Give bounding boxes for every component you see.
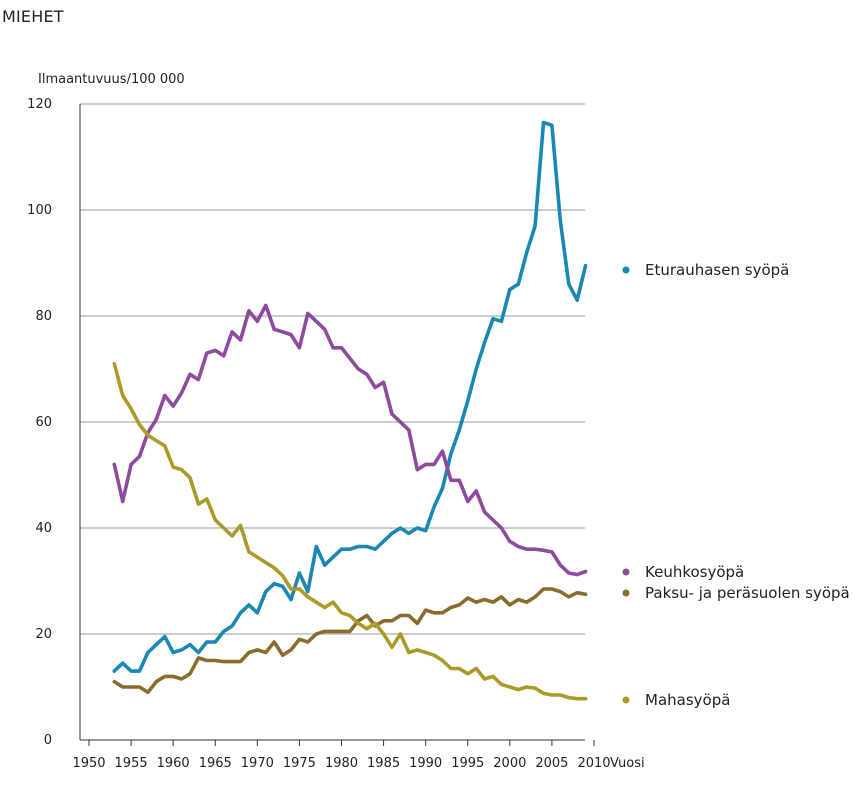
series-line-0 <box>112 120 588 673</box>
y-tick-label: 40 <box>35 521 52 536</box>
axes <box>79 104 595 746</box>
y-tick-label: 100 <box>27 203 52 218</box>
y-tick-label: 0 <box>44 733 52 748</box>
chart-title: MIEHET <box>2 7 64 26</box>
legend-label-3: Mahasyöpä <box>645 691 730 709</box>
y-tick-labels: 0 20 40 60 80 100 120 <box>27 97 52 748</box>
x-tick-label: 1965 <box>199 756 232 771</box>
x-tick-label: 1990 <box>409 756 442 771</box>
legend: Eturauhasen syöpä Keuhkosyöpä Paksu- ja pe… <box>622 261 850 709</box>
series-lines <box>112 120 588 701</box>
y-tick-label: 20 <box>35 627 52 642</box>
series-line-2 <box>112 587 588 695</box>
x-tick-label: 1975 <box>283 756 316 771</box>
legend-label-1: Keuhkosyöpä <box>645 563 744 581</box>
y-tick-label: 80 <box>35 309 52 324</box>
x-tick-label: 1980 <box>325 756 358 771</box>
legend-label-2: Paksu- ja peräsuolen syöpä <box>645 584 850 602</box>
series-line-3 <box>112 361 588 701</box>
y-axis-label: Ilmaantuvuus/100 000 <box>38 72 185 87</box>
x-axis-label: Vuosi <box>610 756 645 771</box>
y-tick-label: 60 <box>35 415 52 430</box>
x-tick-labels: 1950 1955 1960 1965 1970 1975 1980 1985 1990 1995… <box>72 756 610 771</box>
series-line-1 <box>112 303 588 577</box>
legend-label-0: Eturauhasen syöpä <box>645 261 789 279</box>
y-tick-label: 120 <box>27 97 52 112</box>
x-tick-label: 2010 <box>577 756 610 771</box>
legend-marker-1 <box>622 568 630 576</box>
grid-lines <box>80 103 585 635</box>
legend-marker-0 <box>622 266 630 274</box>
x-tick-label: 1995 <box>451 756 484 771</box>
x-tick-label: 1955 <box>115 756 148 771</box>
x-tick-label: 2005 <box>535 756 568 771</box>
legend-marker-2 <box>622 589 630 597</box>
x-tick-label: 1970 <box>241 756 274 771</box>
x-tick-label: 1950 <box>72 756 105 771</box>
x-tick-label: 1960 <box>157 756 190 771</box>
x-tick-label: 2000 <box>493 756 526 771</box>
x-tick-label: 1985 <box>367 756 400 771</box>
legend-marker-3 <box>622 696 630 704</box>
